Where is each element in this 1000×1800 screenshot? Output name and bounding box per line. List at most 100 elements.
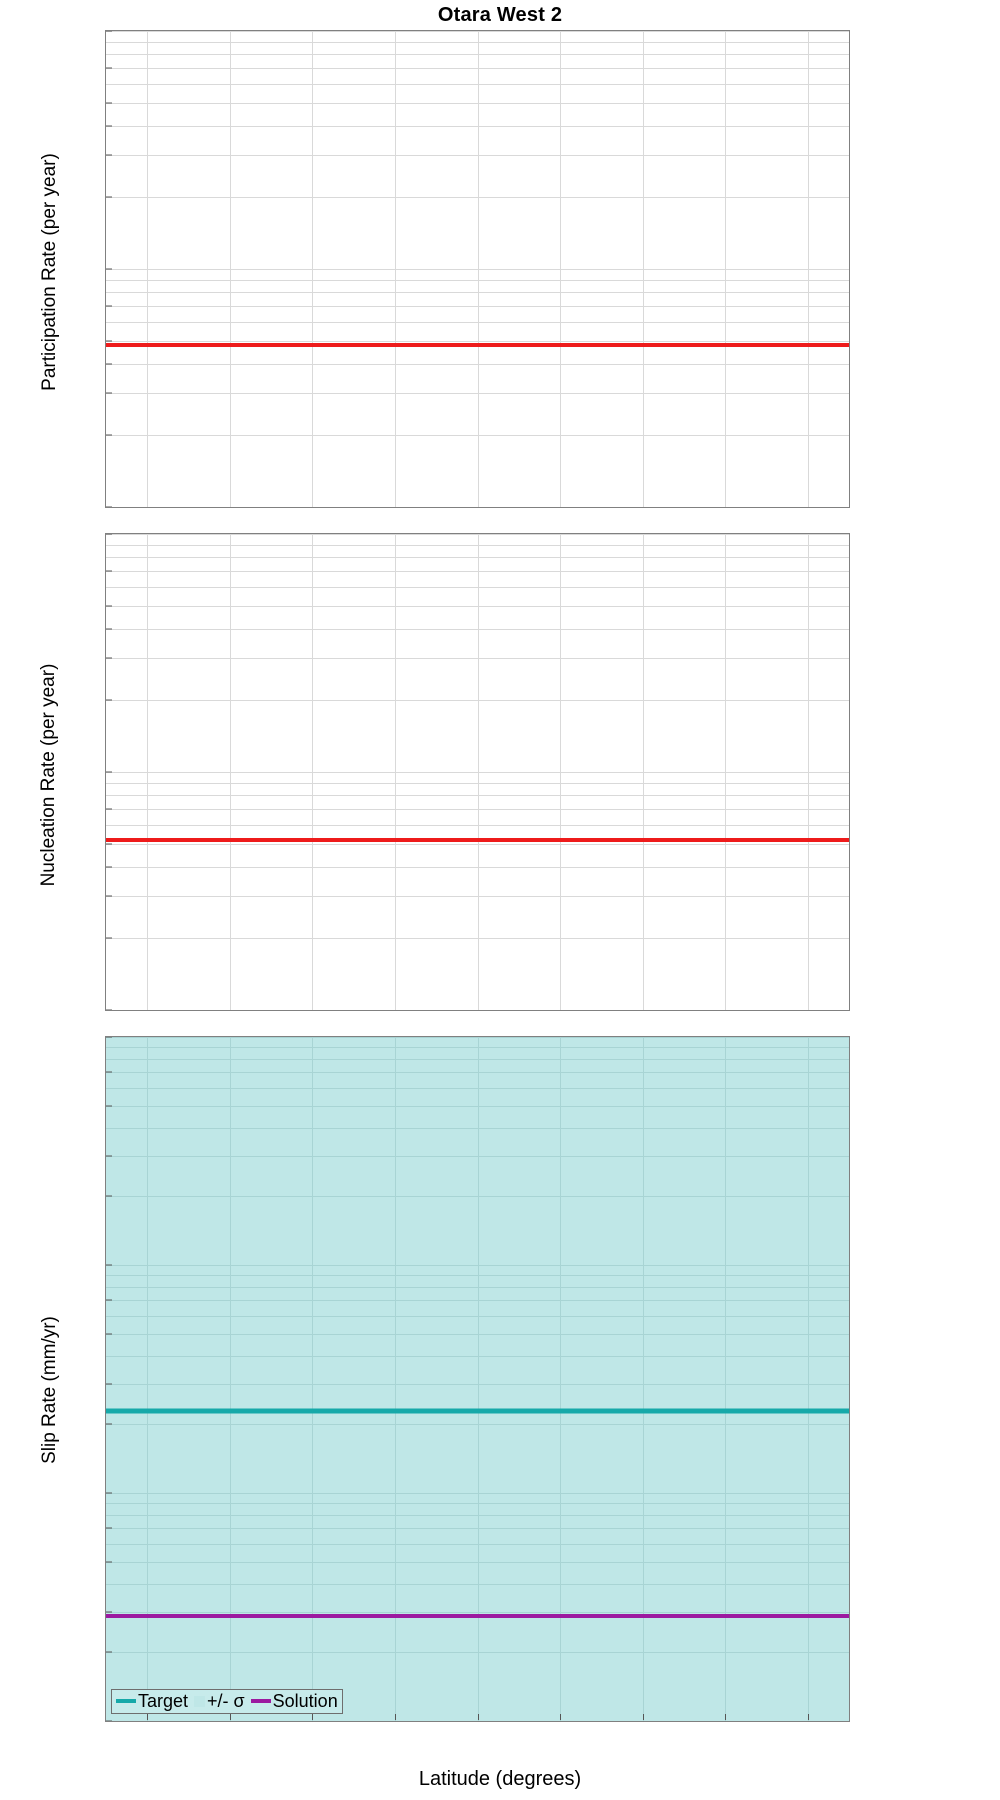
- gridline-horizontal: [106, 782, 849, 784]
- xtick-mark: [560, 1714, 562, 1720]
- gridline-vertical: [642, 1037, 644, 1721]
- gridline-horizontal: [106, 125, 849, 127]
- gridline-horizontal: [106, 54, 849, 56]
- legend-entry[interactable]: Target: [116, 1692, 194, 1710]
- legend-panel-slip-rate[interactable]: Target +/- σ Solution: [111, 1689, 343, 1714]
- ytick-mark: [106, 1009, 112, 1010]
- ytick-mark: [106, 937, 112, 939]
- gridline-horizontal: [106, 292, 849, 294]
- gridline-horizontal: [106, 393, 849, 395]
- gridline-horizontal: [106, 340, 849, 342]
- gridline-horizontal: [106, 658, 849, 660]
- ytick-mark: [106, 268, 112, 270]
- gridline-horizontal: [106, 1287, 849, 1289]
- xtick-mark: [725, 1714, 727, 1720]
- legend-patch-swatch: [194, 1695, 206, 1707]
- gridline-horizontal: [106, 534, 849, 535]
- gridline-horizontal: [106, 1355, 849, 1357]
- gridline-horizontal: [106, 1583, 849, 1585]
- xtick-mark: [312, 1714, 314, 1720]
- ytick-mark: [106, 434, 112, 436]
- gridline-horizontal: [106, 843, 849, 845]
- ytick-mark: [106, 866, 112, 868]
- gridline-horizontal: [106, 102, 849, 104]
- ytick-mark: [106, 1195, 112, 1197]
- xtick-mark: [477, 1714, 479, 1720]
- gridline-horizontal: [106, 938, 849, 940]
- ytick-mark: [106, 1333, 112, 1335]
- gridline-horizontal: [106, 1612, 849, 1614]
- plot-area-slip-rate: 10275321017532100753210-1-37.1-37.12-37.…: [105, 1036, 850, 1722]
- gridline-horizontal: [106, 321, 849, 323]
- panel-slip-rate: 10275321017532100753210-1-37.1-37.12-37.…: [105, 1036, 850, 1722]
- legend-line-swatch: [116, 1699, 136, 1703]
- gridline-horizontal: [106, 1105, 849, 1107]
- plot-area-participation-rate: 10-37543210-47543210-5: [105, 30, 850, 508]
- gridline-horizontal: [106, 1721, 849, 1722]
- gridline-horizontal: [106, 1384, 849, 1386]
- gridline-vertical: [312, 1037, 314, 1721]
- panel-nucleation-rate: 10-47543210-57543210-6: [105, 533, 850, 1011]
- gridline-horizontal: [106, 628, 849, 630]
- gridline-horizontal: [106, 83, 849, 85]
- legend-label: Solution: [272, 1691, 338, 1711]
- xtick-mark: [229, 1714, 231, 1720]
- gridline-vertical: [477, 1037, 479, 1721]
- figure-title: Otara West 2: [437, 4, 563, 26]
- gridline-vertical: [560, 1037, 562, 1721]
- ytick-mark: [106, 657, 112, 659]
- ytick-mark: [106, 154, 112, 156]
- gridline-vertical: [394, 1037, 396, 1721]
- ytick-mark: [106, 1264, 112, 1266]
- gridline-horizontal: [106, 269, 849, 270]
- gridline-horizontal: [106, 544, 849, 546]
- gridline-horizontal: [106, 1010, 849, 1011]
- gridline-horizontal: [106, 1059, 849, 1061]
- ytick-mark: [106, 771, 112, 773]
- legend-entry[interactable]: Solution: [250, 1691, 338, 1711]
- gridline-horizontal: [106, 1047, 849, 1049]
- gridline-horizontal: [106, 605, 849, 607]
- gridline-horizontal: [106, 1127, 849, 1129]
- gridline-horizontal: [106, 1503, 849, 1505]
- ytick-mark: [106, 1561, 112, 1563]
- gridline-horizontal: [106, 1652, 849, 1654]
- gridline-vertical: [807, 1037, 809, 1721]
- gridline-horizontal: [106, 1561, 849, 1563]
- ytick-mark: [106, 605, 112, 607]
- gridline-horizontal: [106, 1300, 849, 1302]
- gridline-horizontal: [106, 1037, 849, 1038]
- gridline-horizontal: [106, 1275, 849, 1277]
- gridline-horizontal: [106, 279, 849, 281]
- ylabel-nucleation-rate: Nucleation Rate (per year): [38, 663, 59, 887]
- ytick-mark: [106, 1651, 112, 1653]
- ytick-mark: [106, 125, 112, 127]
- ylabel-slip-rate: Slip Rate (mm/yr): [39, 1316, 60, 1464]
- legend-line-swatch: [250, 1699, 271, 1703]
- xtick-mark: [642, 1714, 644, 1720]
- gridline-horizontal: [106, 866, 849, 868]
- plot-area-nucleation-rate: 10-47543210-57543210-6: [105, 533, 850, 1011]
- ytick-mark: [106, 843, 112, 845]
- gridline-horizontal: [106, 1087, 849, 1089]
- gridline-horizontal: [106, 435, 849, 437]
- gridline-horizontal: [106, 1333, 849, 1335]
- ytick-mark: [106, 1720, 112, 1721]
- gridline-horizontal: [106, 1196, 849, 1198]
- gridline-horizontal: [106, 795, 849, 797]
- ytick-mark: [106, 1155, 112, 1157]
- ytick-mark: [106, 340, 112, 342]
- gridline-horizontal: [106, 41, 849, 43]
- gridline-horizontal: [106, 772, 849, 773]
- ytick-mark: [106, 570, 112, 572]
- ytick-mark: [106, 628, 112, 630]
- ytick-mark: [106, 363, 112, 365]
- gridline-horizontal: [106, 1156, 849, 1158]
- legend-entry[interactable]: +/- σ: [194, 1692, 251, 1710]
- ytick-mark: [106, 1037, 112, 1038]
- ytick-mark: [106, 699, 112, 701]
- ytick-mark: [106, 1071, 112, 1073]
- gridline-vertical: [229, 1037, 231, 1721]
- gridline-horizontal: [106, 305, 849, 307]
